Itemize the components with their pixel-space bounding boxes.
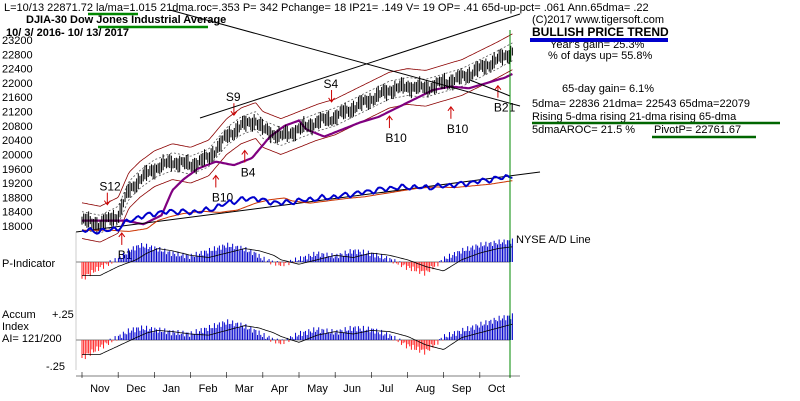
ad-line-path <box>81 173 513 235</box>
dma-values: 5dma= 22836 21dma= 22543 65dma=22079 <box>532 98 750 110</box>
band-lower-inner <box>81 60 513 234</box>
signal-arrowhead <box>103 200 111 206</box>
copyright: (C)2017 www.tigersoft.com <box>532 14 664 26</box>
month-label: May <box>307 383 328 395</box>
pivot: PivotP= 22761.67 <box>654 124 741 136</box>
price-series <box>81 45 513 234</box>
band-upper-outer <box>81 33 513 207</box>
signal-label: S12 <box>99 180 121 194</box>
price-tick-label: 22400 <box>2 64 33 76</box>
signal-label: B4 <box>241 166 256 180</box>
date-range: 10/ 3/ 2016- 10/ 13/ 2017 <box>6 27 129 39</box>
ad-line <box>81 173 513 235</box>
price-tick-label: 20800 <box>2 121 33 133</box>
accum-trend <box>82 323 513 355</box>
signal-label: B10 <box>385 131 407 145</box>
header-line1: L=10/13 22871.72 la/ma=1.015 21dma.roc=.… <box>4 2 649 14</box>
price-tick-label: 20000 <box>2 149 33 161</box>
signal-arrowhead <box>328 97 335 103</box>
price-tick-label: 18400 <box>2 207 33 219</box>
signal-label: B21 <box>494 101 516 115</box>
signal-arrowhead <box>230 110 238 117</box>
month-label: Feb <box>199 383 218 395</box>
price-tick-label: 21600 <box>2 92 33 104</box>
trendline-resistance <box>169 9 521 107</box>
signal-label: B10 <box>447 122 469 136</box>
month-label: Sep <box>452 383 472 395</box>
aroc: 5dmaAROC= 21.5 % <box>532 124 635 136</box>
nyse-ad-label: NYSE A/D Line <box>516 234 591 246</box>
month-label: Aug <box>416 383 436 395</box>
p-indicator-label: P-Indicator <box>2 258 56 270</box>
month-label: Jun <box>343 383 361 395</box>
month-label: Oct <box>488 383 505 395</box>
price-tick-label: 22000 <box>2 78 33 90</box>
price-tick-label: 19600 <box>2 164 33 176</box>
price-tick-label: 23200 <box>2 35 33 47</box>
price-axis: 23200 22800 22400 22000 21600 21200 20800 20400… <box>2 35 33 233</box>
month-axis: Nov Dec Jan Feb Mar Apr May Jun Jul Aug Sep Oct <box>76 372 520 395</box>
price-tick-label: 18000 <box>2 221 33 233</box>
band-lower-outer <box>81 69 513 243</box>
accum-tick-bottom: -.25 <box>46 361 65 373</box>
accum-index <box>76 313 513 360</box>
signal-label: S9 <box>226 90 241 104</box>
accum-tick-top: +.25 <box>52 309 74 321</box>
pct-days-up: % of days up= 55.8% <box>548 50 652 62</box>
signal-arrowhead <box>241 149 249 155</box>
trendline-upper <box>199 13 521 119</box>
price-tick-label: 21200 <box>2 107 33 119</box>
price-bands <box>81 33 513 243</box>
month-label: Dec <box>126 383 146 395</box>
signal-arrowhead <box>447 105 455 112</box>
accum-label-2: Index <box>2 321 29 333</box>
rising-dma: Rising 5-dma rising 21-dma rising 65-dma <box>532 111 737 123</box>
accum-label-3: AI= 121/200 <box>2 333 62 345</box>
price-tick-label: 22800 <box>2 49 33 61</box>
accum-label-1: Accum <box>2 309 36 321</box>
ma65-line <box>82 73 513 226</box>
p-indicator-trend <box>82 246 513 276</box>
chart-title: DJIA-30 Dow Jones Industrial Average <box>26 14 226 26</box>
month-label: Jul <box>379 383 393 395</box>
signal-arrowhead <box>212 174 220 180</box>
signal-arrowhead <box>386 115 393 121</box>
p-indicator <box>76 238 513 280</box>
signal-arrowhead <box>118 232 126 238</box>
signal-label: B10 <box>212 190 234 204</box>
month-label: Apr <box>271 383 288 395</box>
price-tick-label: 20400 <box>2 135 33 147</box>
price-tick-label: 19200 <box>2 178 33 190</box>
month-label: Jan <box>162 383 180 395</box>
signal-arrowhead <box>494 84 502 90</box>
gain-65day: 65-day gain= 6.1% <box>562 83 654 95</box>
price-tick-label: 18800 <box>2 192 33 204</box>
month-label: Mar <box>235 383 254 395</box>
signal-label: S4 <box>324 77 339 91</box>
month-label: Nov <box>90 383 110 395</box>
pointer-65day <box>469 79 511 97</box>
trend-label: BULLISH PRICE TREND <box>532 25 669 39</box>
